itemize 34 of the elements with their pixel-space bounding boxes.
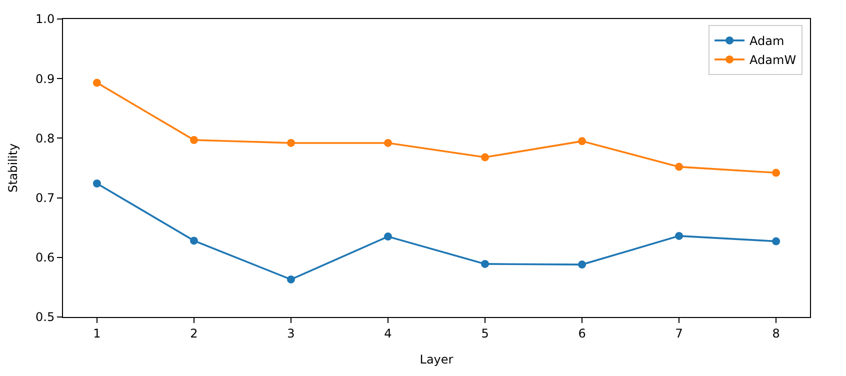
y-axis-title: Stability xyxy=(6,143,20,193)
point xyxy=(578,137,586,146)
x-tick-label: 4 xyxy=(384,326,392,340)
x-tick-label: 7 xyxy=(675,326,683,340)
point xyxy=(92,180,101,188)
point xyxy=(190,236,198,245)
point xyxy=(92,78,101,87)
point xyxy=(286,275,295,284)
point xyxy=(675,162,684,171)
x-tick-label: 5 xyxy=(481,326,489,340)
point xyxy=(286,138,295,147)
y-tick-label: 0.7 xyxy=(36,191,55,205)
x-tick-label: 6 xyxy=(578,326,586,340)
point xyxy=(481,153,490,162)
point xyxy=(190,136,198,144)
y-tick-label: 0.9 xyxy=(36,72,55,86)
point xyxy=(772,237,780,246)
y-tick-label: 0.6 xyxy=(36,250,55,265)
y-tick-label: 1.0 xyxy=(36,12,55,26)
y-tick-label: 0.5 xyxy=(36,310,55,324)
point xyxy=(384,232,392,241)
legend-label: Adam xyxy=(750,34,784,48)
x-axis-title: Layer xyxy=(420,352,454,366)
point xyxy=(772,168,780,177)
legend-label: AdamW xyxy=(750,53,796,68)
point xyxy=(481,260,490,268)
point xyxy=(578,260,586,269)
point xyxy=(675,232,684,240)
x-tick-label: 8 xyxy=(772,326,780,340)
point xyxy=(384,138,392,147)
x-tick-label: 1 xyxy=(93,326,101,340)
y-tick-label: 0.8 xyxy=(36,131,55,146)
x-tick-label: 2 xyxy=(190,326,198,340)
x-tick-label: 3 xyxy=(287,326,295,340)
